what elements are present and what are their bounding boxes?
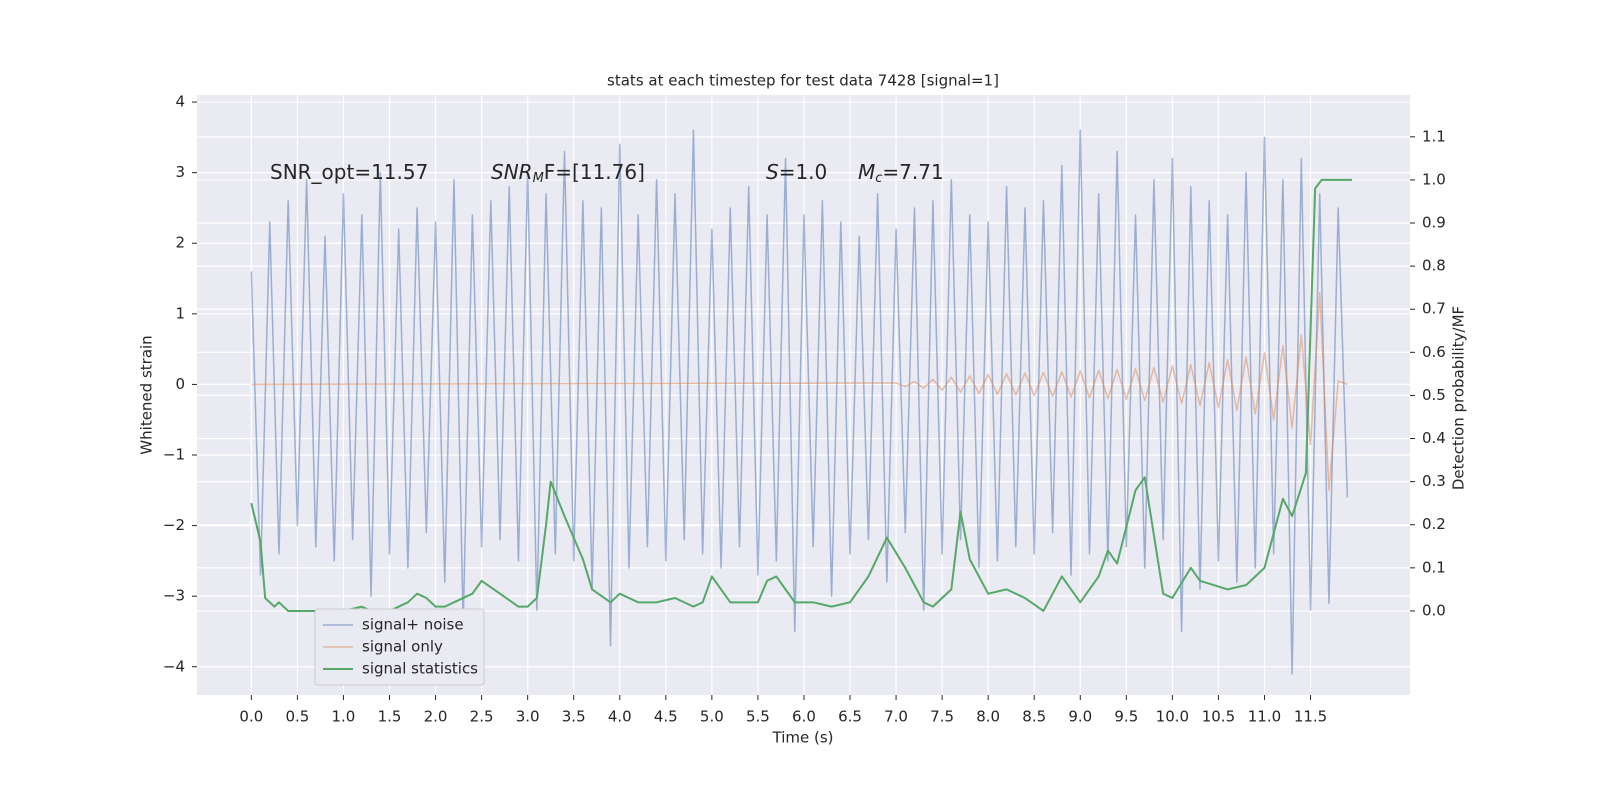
series-line <box>250 129 1349 675</box>
legend-label: signal only <box>362 638 443 656</box>
x-tick-label: 0.0 <box>239 708 263 726</box>
y-tick-label: 4 <box>175 93 185 111</box>
x-axis-label: Time (s) <box>772 729 834 747</box>
legend-label: signal statistics <box>362 660 478 678</box>
x-tick-label: 8.5 <box>1022 708 1046 726</box>
marks <box>250 129 1352 675</box>
y-tick-label: 3 <box>175 163 185 181</box>
y-tick-label: −4 <box>163 657 185 675</box>
x-tick-label: 3.5 <box>562 708 586 726</box>
legend-label: signal+ noise <box>362 616 464 634</box>
x-tick-label: 5.5 <box>746 708 770 726</box>
series-line <box>251 291 1348 492</box>
labels: 0.0 0.5 1.0 1.5 2.0 2.5 3.0 3.5 4.0 4.5 5.0 5.5 6.0 6… <box>163 93 1446 726</box>
y2-tick-label: 0.1 <box>1422 558 1446 576</box>
annotation: SNR_opt=11.57 <box>270 160 428 184</box>
y-tick-label: 1 <box>175 304 185 322</box>
x-tick-label: 4.5 <box>654 708 678 726</box>
x-tick-label: 7.0 <box>884 708 908 726</box>
annotation-italic: SNR <box>491 160 533 184</box>
x-tick-label: 2.5 <box>470 708 494 726</box>
y2-axis-label: Detection probability/MF <box>1450 306 1468 490</box>
x-tick-label: 11.5 <box>1294 708 1327 726</box>
x-tick-label: 4.0 <box>608 708 632 726</box>
x-tick-label: 7.5 <box>930 708 954 726</box>
annotation-italic: M <box>858 160 875 184</box>
annotation-text: =7.71 <box>882 160 943 184</box>
x-tick-label: 8.0 <box>976 708 1000 726</box>
y2-tick-label: 0.7 <box>1422 300 1446 318</box>
y-tick-label: −1 <box>163 446 185 464</box>
y2-tick-label: 0.9 <box>1422 214 1446 232</box>
annotation: Mc=7.71 <box>858 160 944 186</box>
y2-tick-label: 1.0 <box>1422 170 1446 188</box>
y-axis-label: Whitened strain <box>138 335 156 454</box>
x-tick-label: 0.5 <box>285 708 309 726</box>
x-tick-label: 1.0 <box>332 708 356 726</box>
y-tick-label: −3 <box>163 587 185 605</box>
annotation-sub: M <box>533 171 544 186</box>
x-tick-label: 1.5 <box>378 708 402 726</box>
y2-tick-label: 0.8 <box>1422 257 1446 275</box>
y-tick-label: 0 <box>175 375 185 393</box>
y2-tick-label: 0.0 <box>1422 601 1446 619</box>
x-tick-label: 9.0 <box>1068 708 1092 726</box>
x-tick-label: 2.0 <box>424 708 448 726</box>
y2-tick-label: 0.2 <box>1422 515 1446 533</box>
x-tick-label: 10.5 <box>1202 708 1235 726</box>
annotation-text: F=[11.76] <box>544 160 645 184</box>
legend-box <box>314 608 485 686</box>
x-tick-label: 6.0 <box>792 708 816 726</box>
annotation-text: SNR_opt=11.57 <box>270 160 428 184</box>
chart-title: stats at each timestep for test data 742… <box>607 72 999 90</box>
y2-tick-label: 0.3 <box>1422 472 1446 490</box>
x-tick-label: 11.0 <box>1248 708 1281 726</box>
x-tick-label: 5.0 <box>700 708 724 726</box>
y2-tick-label: 0.4 <box>1422 429 1446 447</box>
annotation-italic: S <box>766 160 779 184</box>
x-tick-label: 9.5 <box>1114 708 1138 726</box>
y2-tick-label: 0.5 <box>1422 386 1446 404</box>
annotation: SNRMF=[11.76] <box>491 160 645 186</box>
annotation-text: =1.0 <box>779 160 828 184</box>
series-line <box>250 178 1352 612</box>
annotation: S=1.0 <box>766 160 827 184</box>
x-tick-label: 10.0 <box>1156 708 1189 726</box>
y-tick-label: −2 <box>163 516 185 534</box>
x-tick-label: 6.5 <box>838 708 862 726</box>
x-tick-label: 3.0 <box>516 708 540 726</box>
y2-tick-label: 0.6 <box>1422 343 1446 361</box>
y2-tick-label: 1.1 <box>1422 127 1446 145</box>
annotation-sub: c <box>875 171 882 186</box>
y-tick-label: 2 <box>175 234 185 252</box>
